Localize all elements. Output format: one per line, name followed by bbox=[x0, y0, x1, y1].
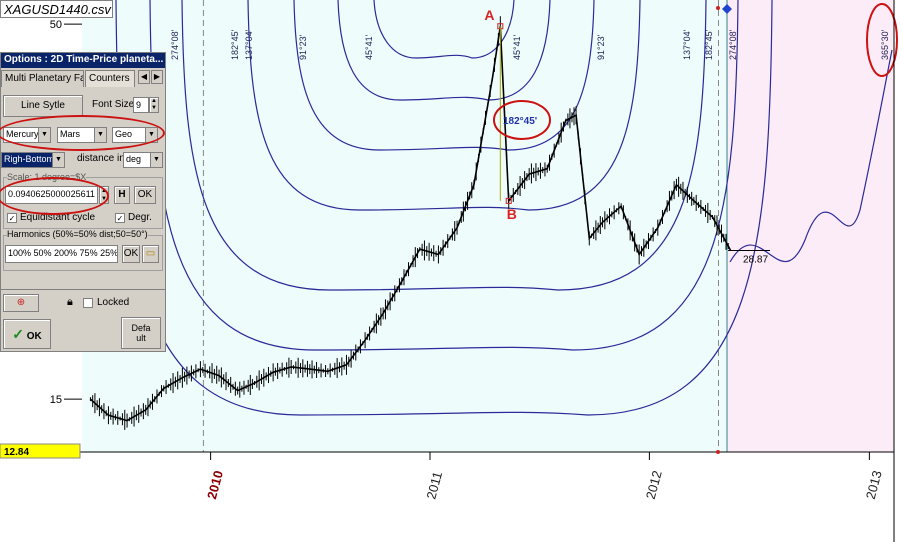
fan-arc bbox=[247, 0, 641, 211]
tab-label: Multi Planetary Fan... bbox=[5, 73, 83, 84]
degr-label: Degr. bbox=[128, 212, 152, 223]
price-marker-label: 12.84 bbox=[4, 447, 29, 458]
price-marker-box bbox=[0, 443, 81, 459]
future-zone-background bbox=[726, 0, 894, 452]
x-tick-label: 2013 bbox=[863, 469, 885, 501]
fan-arc bbox=[373, 0, 515, 59]
marker-dot bbox=[716, 6, 720, 10]
fan-arc bbox=[337, 0, 551, 101]
distance-label: distance in bbox=[77, 153, 125, 164]
arc-angle-label: 365°30' bbox=[880, 29, 890, 60]
font-size-field[interactable]: 9 bbox=[133, 97, 149, 113]
font-size-spinner[interactable]: ▲ ▼ bbox=[149, 97, 159, 113]
harmonics-ok-button[interactable]: OK bbox=[122, 245, 140, 263]
default-button-line1: Defa bbox=[131, 323, 151, 333]
annotation-oval bbox=[493, 100, 551, 140]
point-label: B bbox=[507, 206, 517, 222]
default-button[interactable]: Defa ult bbox=[121, 317, 161, 349]
distance-unit-value: deg bbox=[126, 154, 142, 164]
arc-angle-label: 182°45' bbox=[704, 29, 714, 60]
arc-angle-label: 45°41' bbox=[364, 34, 374, 60]
tab-multi-planetary-fan[interactable]: Multi Planetary Fan... bbox=[1, 70, 84, 87]
ok-button[interactable]: ✓ OK bbox=[3, 319, 51, 349]
highlighted-arc-label: 182°45' bbox=[503, 116, 537, 127]
tab-label: Counters bbox=[89, 73, 130, 84]
tab-counters[interactable]: Counters bbox=[85, 70, 135, 87]
divider bbox=[1, 289, 165, 290]
date-marker-icon bbox=[722, 4, 732, 14]
x-tick-label: 2010 bbox=[204, 469, 226, 501]
chevron-down-icon: ▼ bbox=[150, 153, 162, 167]
harmonics-input[interactable]: 100% 50% 200% 75% 25% bbox=[5, 245, 118, 263]
equidistant-checkbox[interactable]: ✓ bbox=[7, 213, 17, 223]
arc-angle-label: 91°23' bbox=[298, 34, 308, 60]
x-tick-label: 2011 bbox=[423, 470, 445, 501]
plot-background bbox=[82, 0, 726, 452]
annotation-oval bbox=[0, 115, 165, 151]
point-marker bbox=[505, 197, 512, 204]
arc-angle-label: 45°41' bbox=[512, 34, 522, 60]
future-cycle-curve bbox=[729, 49, 893, 263]
fan-arc bbox=[293, 0, 595, 151]
equidistant-label: Equidistant cycle bbox=[20, 212, 96, 223]
scale-ok-button[interactable]: OK bbox=[134, 186, 156, 204]
locked-checkbox[interactable] bbox=[83, 298, 93, 308]
y-tick-label: 50 bbox=[50, 19, 62, 31]
annotation-oval bbox=[866, 3, 898, 77]
crosshair-icon[interactable]: ⊕ bbox=[3, 294, 39, 312]
options-dialog: Options : 2D Time-Price planeta... Multi… bbox=[0, 52, 166, 352]
chevron-down-icon: ▼ bbox=[52, 153, 64, 167]
distance-unit-select[interactable]: deg ▼ bbox=[123, 152, 163, 168]
position-select[interactable]: Righ-Bottom ▼ bbox=[1, 152, 65, 168]
annotation-oval bbox=[0, 177, 109, 215]
chart-title: XAGUSD1440.csv bbox=[0, 0, 113, 18]
dialog-title[interactable]: Options : 2D Time-Price planeta... bbox=[1, 53, 165, 68]
fan-arc bbox=[149, 0, 739, 351]
last-price-label: 28.87 bbox=[743, 255, 768, 266]
folder-icon[interactable]: ▭ bbox=[142, 245, 159, 263]
y-tick-label: 15 bbox=[50, 394, 62, 406]
fan-arc bbox=[181, 0, 707, 291]
arc-angle-label: 274°08' bbox=[170, 29, 180, 60]
point-label: A bbox=[484, 7, 494, 23]
default-button-line2: ult bbox=[136, 333, 146, 343]
arc-angle-label: 91°23' bbox=[596, 34, 606, 60]
lock-icon: 🔒︎ bbox=[67, 296, 73, 308]
line-style-button[interactable]: Line Sytle bbox=[3, 95, 83, 117]
degr-checkbox[interactable]: ✓ bbox=[115, 213, 125, 223]
position-value: Righ-Bottom bbox=[4, 154, 55, 164]
check-icon: ✓ bbox=[12, 326, 24, 342]
x-tick-label: 2012 bbox=[643, 469, 665, 501]
arc-angle-label: 182°45' bbox=[230, 29, 240, 60]
marker-dot bbox=[716, 450, 720, 454]
ok-button-label: OK bbox=[26, 331, 42, 342]
arc-angle-label: 137°04' bbox=[244, 29, 254, 60]
locked-label: Locked bbox=[97, 297, 130, 308]
harmonics-label: Harmonics (50%=50% dist;50=50°) bbox=[7, 229, 148, 239]
arc-angle-label: 274°08' bbox=[728, 29, 738, 60]
h-button[interactable]: H bbox=[114, 186, 130, 204]
tab-scroll-left-icon[interactable]: ◀ bbox=[138, 70, 150, 84]
font-size-label: Font Size bbox=[92, 99, 135, 110]
arc-angle-label: 137°04' bbox=[682, 29, 692, 60]
tab-scroll-right-icon[interactable]: ▶ bbox=[151, 70, 163, 84]
